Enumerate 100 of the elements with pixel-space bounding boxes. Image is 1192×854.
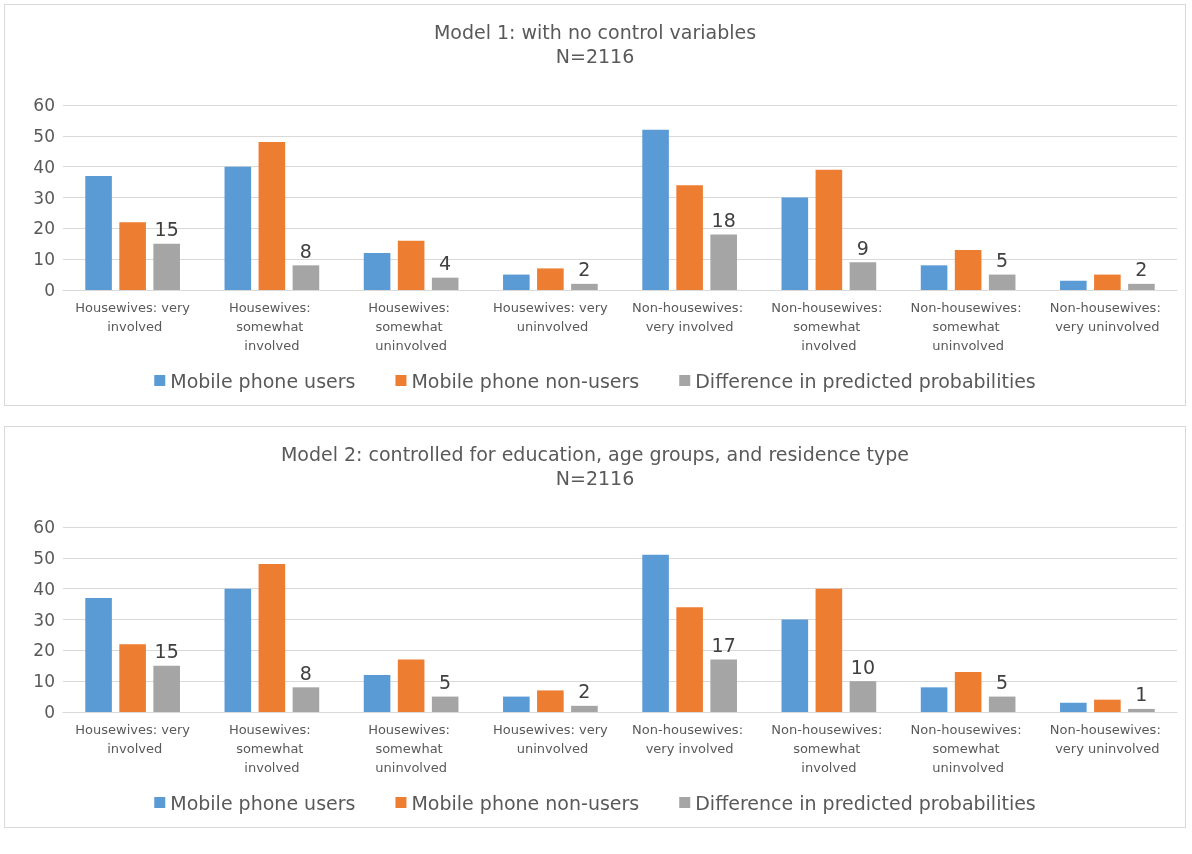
data-label: 9 — [856, 236, 869, 259]
data-label: 5 — [439, 671, 452, 694]
data-label: 2 — [578, 680, 591, 703]
bar — [397, 659, 425, 712]
x-tick-label: Housewives: very uninvolved — [493, 722, 609, 756]
bar — [85, 175, 112, 290]
x-tick-label: Housewives: very involved — [75, 722, 191, 756]
y-tick-label: 40 — [33, 156, 55, 177]
chart-title: Model 2: controlled for education, age groups, and residence type — [280, 443, 910, 465]
bar — [781, 197, 809, 290]
bar — [258, 564, 286, 712]
x-tick-label: Non-housewives: very uninvolved — [1049, 300, 1165, 334]
data-label: 8 — [299, 661, 312, 684]
data-label: 1 — [1135, 683, 1148, 706]
legend-label: Difference in predicted probabilities — [695, 791, 1036, 814]
data-label: 5 — [996, 249, 1009, 272]
bar — [397, 240, 425, 290]
data-label: 15 — [154, 218, 179, 241]
x-tick-label: Non-housewives: somewhat involved — [771, 300, 887, 353]
bar — [710, 659, 737, 712]
bar — [849, 262, 877, 290]
bar — [537, 690, 564, 712]
bar — [431, 696, 459, 712]
bar — [988, 696, 1016, 712]
bar — [153, 243, 180, 290]
y-tick-label: 10 — [33, 249, 55, 270]
bar — [292, 687, 320, 712]
x-tick-label: Non-housewives: very involved — [632, 722, 748, 756]
bar — [1094, 699, 1121, 712]
bar — [537, 268, 564, 290]
chart-subtitle: N=2116 — [555, 45, 635, 67]
x-tick-label: Housewives: somewhat uninvolved — [368, 300, 455, 353]
x-tick-label: Non-housewives: somewhat uninvolved — [910, 300, 1026, 353]
x-tick-label: Non-housewives: very involved — [632, 300, 748, 334]
x-tick-label: Housewives: somewhat involved — [228, 722, 315, 775]
bar — [920, 265, 948, 290]
y-tick-label: 0 — [44, 702, 55, 722]
chart-subtitle: N=2116 — [555, 467, 635, 489]
bar — [363, 253, 391, 290]
y-tick-label: 20 — [33, 218, 55, 239]
bar — [642, 554, 669, 712]
bar — [1060, 280, 1087, 290]
bar — [642, 129, 669, 290]
y-tick-label: 30 — [33, 187, 55, 208]
legend-label: Mobile phone non-users — [411, 369, 640, 392]
legend-label: Mobile phone users — [170, 791, 356, 814]
bar — [815, 169, 843, 290]
bar — [676, 607, 703, 712]
bar — [153, 665, 180, 712]
y-tick-label: 0 — [44, 280, 55, 300]
bar — [431, 277, 459, 290]
bar — [85, 597, 112, 712]
data-label: 18 — [711, 209, 736, 231]
bar — [119, 222, 146, 290]
bar — [849, 681, 877, 712]
x-tick-label: Housewives: somewhat uninvolved — [368, 722, 455, 775]
bar — [503, 274, 530, 290]
data-label: 15 — [154, 640, 179, 663]
x-tick-label: Housewives: very involved — [75, 300, 191, 334]
bar — [781, 619, 809, 712]
bar — [954, 671, 982, 712]
y-tick-label: 10 — [33, 671, 55, 692]
bar — [954, 249, 982, 290]
legend-label: Mobile phone users — [170, 369, 356, 392]
bar — [571, 283, 598, 290]
bar — [1128, 708, 1155, 712]
data-label: 8 — [299, 239, 312, 262]
bar — [224, 588, 252, 712]
y-tick-label: 40 — [33, 578, 55, 599]
bar — [920, 687, 948, 712]
bar — [571, 705, 598, 712]
y-tick-label: 50 — [33, 125, 55, 146]
bar — [988, 274, 1016, 290]
y-tick-label: 60 — [33, 95, 55, 115]
data-label: 17 — [711, 634, 736, 657]
bar — [1060, 702, 1087, 712]
bar — [363, 675, 391, 712]
legend-label: Difference in predicted probabilities — [695, 369, 1036, 392]
y-tick-label: 60 — [33, 517, 55, 537]
bar — [710, 234, 737, 290]
x-tick-label: Non-housewives: somewhat involved — [771, 722, 887, 775]
x-tick-label: Non-housewives: very uninvolved — [1049, 722, 1165, 756]
bar — [258, 142, 286, 290]
bar — [1094, 274, 1121, 290]
bar — [119, 644, 146, 712]
bar — [224, 166, 252, 290]
x-tick-label: Housewives: very uninvolved — [493, 300, 609, 334]
y-tick-label: 20 — [33, 640, 55, 661]
bar — [815, 588, 843, 712]
data-label: 5 — [996, 671, 1009, 694]
data-label: 2 — [578, 258, 591, 281]
chart-title: Model 1: with no control variables — [433, 21, 757, 43]
bar — [676, 185, 703, 290]
bar — [503, 696, 530, 712]
bar — [292, 265, 320, 290]
legend-label: Mobile phone non-users — [411, 791, 640, 814]
y-tick-label: 50 — [33, 547, 55, 568]
bar — [1128, 283, 1155, 290]
data-label: 10 — [850, 655, 876, 678]
data-label: 2 — [1135, 258, 1148, 281]
